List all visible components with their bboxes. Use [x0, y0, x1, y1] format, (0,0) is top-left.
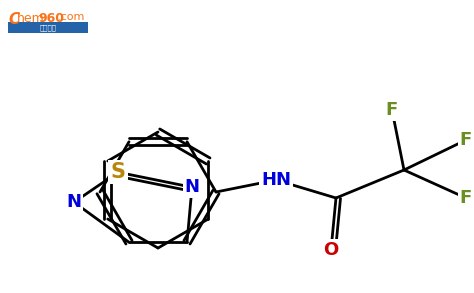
Text: N: N — [184, 178, 200, 196]
Text: N: N — [66, 193, 82, 211]
Text: O: O — [323, 241, 338, 259]
Text: S: S — [110, 162, 126, 182]
Text: 960: 960 — [38, 12, 64, 25]
Text: HN: HN — [261, 171, 291, 189]
Text: C: C — [8, 12, 19, 27]
Text: F: F — [460, 189, 472, 207]
FancyBboxPatch shape — [8, 22, 88, 33]
Text: .com: .com — [58, 12, 85, 22]
Text: 和化工网: 和化工网 — [39, 25, 56, 31]
Text: F: F — [460, 131, 472, 149]
Text: hem: hem — [17, 12, 45, 25]
Text: F: F — [386, 101, 398, 119]
